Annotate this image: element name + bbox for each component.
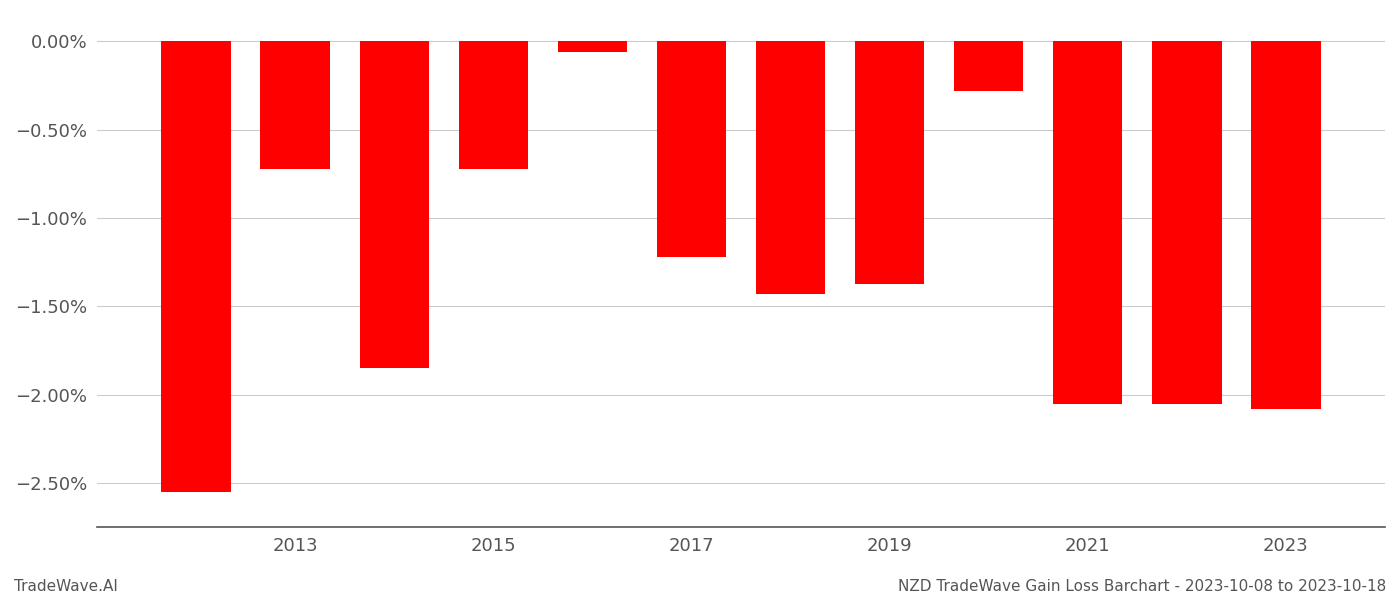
Bar — [1252, 41, 1320, 409]
Bar — [161, 41, 231, 492]
Bar — [360, 41, 428, 368]
Bar — [855, 41, 924, 284]
Bar — [557, 41, 627, 52]
Bar — [756, 41, 825, 294]
Bar — [657, 41, 727, 257]
Bar — [1053, 41, 1123, 404]
Text: NZD TradeWave Gain Loss Barchart - 2023-10-08 to 2023-10-18: NZD TradeWave Gain Loss Barchart - 2023-… — [897, 579, 1386, 594]
Bar — [1152, 41, 1222, 404]
Bar — [459, 41, 528, 169]
Bar — [260, 41, 330, 169]
Bar — [953, 41, 1023, 91]
Text: TradeWave.AI: TradeWave.AI — [14, 579, 118, 594]
